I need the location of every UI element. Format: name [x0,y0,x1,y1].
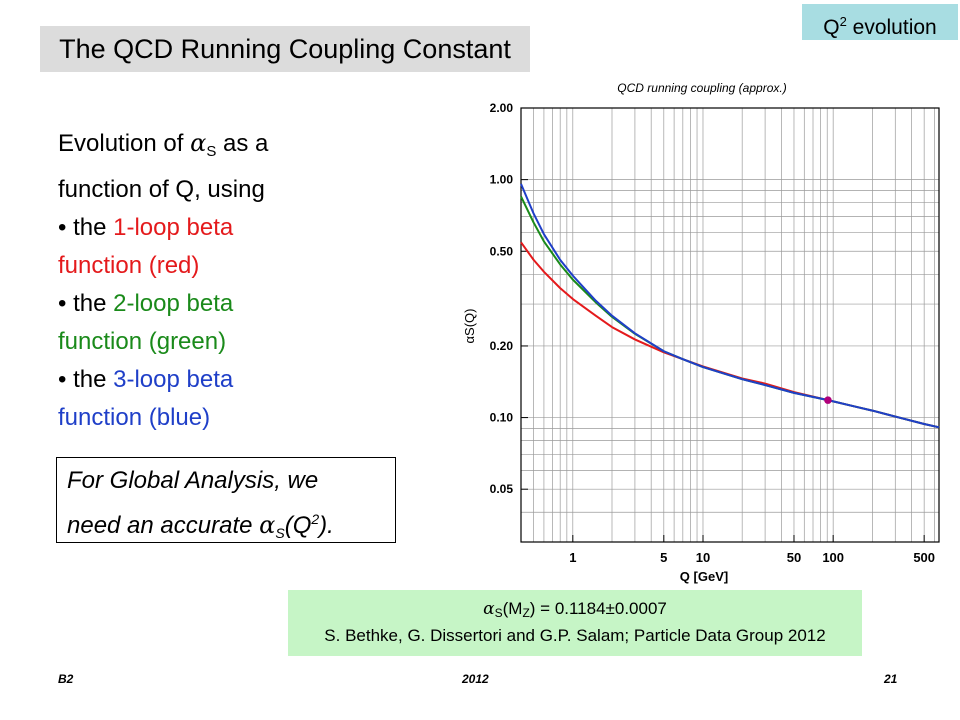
bullet-1-line-1: • the 1-loop beta [58,209,358,247]
running-coupling-chart: QCD running coupling (approx.) 1 5 10 50 100… [462,81,940,584]
y-tick-label: 2.00 [490,101,514,115]
y-tick-label: 0.50 [490,244,514,258]
global-analysis-note: For Global Analysis, we need an accurate… [56,457,396,543]
reference-citation: S. Bethke, G. Dissertori and G.P. Salam;… [324,626,826,645]
series-layer [520,183,940,429]
bullet-2-line-1: • the 2-loop beta [58,285,358,323]
bullet-2-line-2: function (green) [58,328,227,355]
bullet-2-pre: • the [58,290,114,317]
marker-layer [824,396,832,404]
bullet-3-colored: 3-loop beta [113,366,234,393]
x-tick-label: 1 [569,550,576,565]
intro-post: as a [216,130,269,157]
y-tick-label: 0.10 [490,411,514,425]
bullet-3-line-2: function (blue) [58,404,211,431]
note-paren-close: ). [319,512,334,539]
note-line-1: For Global Analysis, we [67,467,319,494]
x-tick-label: 50 [787,550,801,565]
x-axis-label: Q [GeV] [680,569,728,584]
intro-line-2: function of Q, using [58,176,265,203]
note-sup: 2 [311,511,320,527]
bullet-1-pre: • the [58,214,114,241]
note-alpha-subscript: S [275,525,285,541]
mz-reference-point [824,396,832,404]
note-alpha-symbol: α [259,511,276,539]
tick-layer: 1 5 10 50 100 500 2.00 1.00 0.50 0.20 0.10 0.05 [490,101,935,565]
ref-alpha-subscript: S [494,606,503,620]
tag-sup: 2 [839,14,847,29]
two-loop-series-line [520,195,940,429]
alpha-subscript: S [206,143,217,160]
bullet-3-line-1: • the 3-loop beta [58,361,358,399]
y-tick-label: 1.00 [490,173,514,187]
tag-text: Q [823,16,840,39]
reference-box: αS(MZ) = 0.1184±0.0007 S. Bethke, G. Dis… [288,590,862,656]
tag-tail: evolution [846,16,937,39]
bullet-1-colored: 1-loop beta [113,214,234,241]
note-paren-open: (Q [284,512,312,539]
bullet-2-colored: 2-loop beta [113,290,234,317]
reference-value-line: αS(MZ) = 0.1184±0.0007 [288,598,862,624]
ref-alpha-symbol: α [483,599,495,619]
footer-left: B2 [58,672,74,686]
y-axis-label: αS(Q) [462,309,477,344]
bullet-3-pre: • the [58,366,114,393]
ref-mz-subscript: Z [522,606,530,620]
footer-center: 2012 [462,672,489,686]
note-pre: need an accurate [67,512,260,539]
intro-pre: Evolution of [58,130,191,157]
y-tick-label: 0.05 [490,482,514,496]
note-line-2: need an accurate αS(Q2). [67,500,395,552]
bullet-1-line-2: function (red) [58,252,200,279]
x-tick-label: 10 [696,550,710,565]
x-tick-label: 5 [660,550,667,565]
x-tick-label: 500 [913,550,935,565]
ref-value: ) = 0.1184±0.0007 [529,599,667,618]
chart-title: QCD running coupling (approx.) [617,81,786,95]
y-tick-label: 0.20 [490,339,514,353]
ref-paren-open: (M [502,599,523,618]
plot-frame [520,107,940,543]
x-tick-label: 100 [822,550,844,565]
three-loop-series-line [520,183,940,429]
one-loop-series-line [520,241,940,429]
bullet-text-block: Evolution of αS as a function of Q, usin… [58,124,358,437]
section-tag: Q2 evolution [802,4,958,40]
footer-right: 21 [884,672,898,686]
intro-line-1: Evolution of αS as a [58,124,358,171]
grid-layer [520,107,939,543]
alpha-symbol: α [190,129,207,157]
slide-title: The QCD Running Coupling Constant [40,26,530,72]
